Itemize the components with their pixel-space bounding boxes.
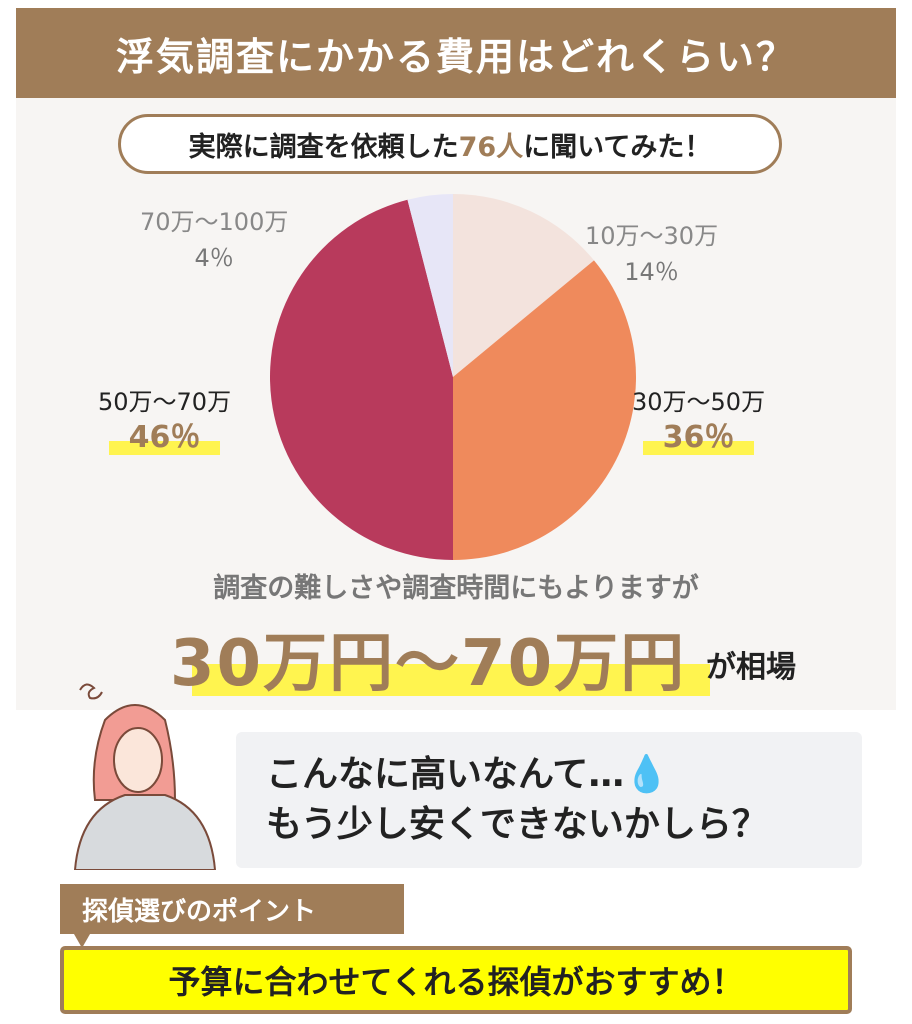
survey-count: 76人 xyxy=(458,131,524,163)
label-category: 30万～50万 xyxy=(632,388,766,416)
label-category: 70万～100万 xyxy=(140,208,289,236)
confusion-scribble-icon xyxy=(79,683,103,700)
pie-chart xyxy=(270,194,636,561)
pie-slice-2 xyxy=(453,260,636,560)
bubble-line-2: もう少し安くできないかしら？ xyxy=(266,804,768,845)
label-30-50: 30万～50万 36％ xyxy=(632,384,765,457)
pie-slice-1 xyxy=(453,194,595,377)
label-category: 50万～70万 xyxy=(98,388,232,416)
bubble-line-1: こんなに高いなんて…💧 xyxy=(266,754,670,795)
tip-box: 予算に合わせてくれる探偵がおすすめ！ xyxy=(60,946,852,1014)
label-percent: 46％ xyxy=(108,420,221,455)
label-category: 10万～30万 xyxy=(585,222,719,250)
label-percent: 4％ xyxy=(194,244,234,272)
pie-slice-3 xyxy=(270,199,453,561)
label-percent: 14％ xyxy=(624,258,679,286)
sweater xyxy=(73,794,217,870)
survey-suffix: に聞いてみた！ xyxy=(523,131,712,163)
page-title: 浮気調査にかかる費用はどれくらい？ xyxy=(16,8,896,98)
survey-banner: 実際に調査を依頼した 76人 に聞いてみた！ xyxy=(118,114,782,174)
label-50-70: 50万～70万 46％ xyxy=(98,384,231,457)
survey-prefix: 実際に調査を依頼した xyxy=(188,131,459,163)
price-range-suffix: が相場 xyxy=(706,650,796,685)
pie-slice-4 xyxy=(407,194,453,377)
label-10-30: 10万～30万 14％ xyxy=(585,218,718,290)
price-range: 30万円～70万円 xyxy=(170,627,687,701)
highlight-bar xyxy=(192,664,710,696)
label-percent: 36％ xyxy=(642,420,755,455)
worried-woman-illustration xyxy=(73,683,217,870)
speech-bubble: こんなに高いなんて…💧 もう少し安くできないかしら？ xyxy=(236,732,862,868)
tip-tag: 探偵選びのポイント xyxy=(60,884,404,948)
note-text: 調査の難しさや調査時間にもよりますが xyxy=(213,573,699,604)
label-70-100: 70万～100万 4％ xyxy=(140,204,288,276)
face xyxy=(113,727,163,793)
